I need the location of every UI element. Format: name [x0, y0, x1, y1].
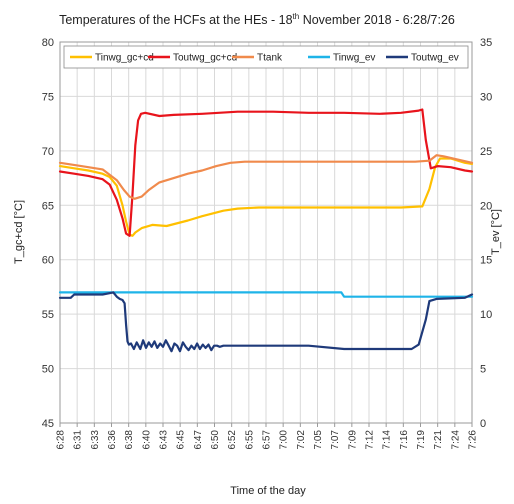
y-left-tick-label: 55: [42, 309, 54, 321]
x-tick-label: 7:00: [279, 430, 290, 450]
series-line-toutwg-ev: [58, 291, 474, 353]
chart-title-prefix: Temperatures of the HCFs at the HEs - 18: [59, 13, 292, 27]
y-axis-right-title: T_ev [°C]: [490, 209, 502, 255]
y-right-tick-label: 25: [480, 146, 492, 158]
x-tick-label: 7:12: [365, 430, 376, 450]
y-axis-right: 0 5 10 15 20 25 30 35: [480, 37, 492, 430]
y-right-tick-label: 35: [480, 37, 492, 49]
x-tick-label: 7:16: [399, 430, 410, 450]
series-line-tinwg-ev: [58, 291, 474, 298]
x-tick-label: 6:50: [210, 430, 221, 450]
x-tick-label: 6:43: [159, 430, 170, 450]
x-tick-label: 6:47: [193, 430, 204, 450]
y-axis-left: 45 50 55 60 65 70 75 80: [42, 37, 54, 430]
y-right-tick-label: 0: [480, 418, 486, 430]
y-right-tick-label: 5: [480, 364, 486, 376]
legend: Tinwg_gc+cd Toutwg_gc+cd Ttank Tinwg_ev Tout…: [63, 45, 469, 69]
series-line-ttank: [58, 154, 474, 200]
y-right-tick-label: 15: [480, 255, 492, 267]
x-tick-label: 7:14: [382, 430, 393, 450]
y-left-tick-label: 80: [42, 37, 54, 49]
legend-item-tinwg-ev: Tinwg_ev: [308, 53, 375, 64]
legend-box: [63, 45, 469, 69]
x-tick-label: 7:19: [416, 430, 427, 450]
x-tick-label: 7:24: [450, 430, 461, 450]
legend-label: Toutwg_ev: [411, 53, 459, 64]
x-axis-title: Time of the day: [230, 485, 306, 497]
y-left-tick-label: 70: [42, 146, 54, 158]
y-right-tick-label: 10: [480, 309, 492, 321]
y-axis-left-title: T_gc+cd [°C]: [13, 200, 25, 264]
chart-title-suffix: November 2018 - 6:28/7:26: [299, 13, 455, 27]
y-left-tick-label: 60: [42, 255, 54, 267]
x-tick-label: 7:05: [313, 430, 324, 450]
x-tick-label: 6:55: [244, 430, 255, 450]
x-axis: 6:28 6:31 6:33 6:36 6:38 6:40 6:43 6:45 6:47 6:50…: [56, 423, 479, 449]
x-tick-label: 7:21: [433, 430, 444, 450]
legend-label: Tinwg_gc+cd: [95, 53, 154, 64]
series-lines: [58, 108, 474, 353]
y-left-tick-label: 45: [42, 418, 54, 430]
chart-title-superscript: th: [293, 12, 300, 21]
x-tick-label: 7:26: [468, 430, 479, 450]
x-tick-label: 6:28: [56, 430, 67, 450]
y-left-tick-label: 75: [42, 91, 54, 103]
x-tick-label: 6:57: [262, 430, 273, 450]
y-left-tick-label: 65: [42, 200, 54, 212]
legend-label: Ttank: [257, 53, 283, 64]
x-tick-label: 6:45: [176, 430, 187, 450]
legend-item-toutwg-ev: Toutwg_ev: [386, 53, 459, 64]
legend-item-ttank: Ttank: [232, 53, 283, 64]
x-tick-label: 6:36: [107, 430, 118, 450]
y-right-tick-label: 20: [480, 200, 492, 212]
legend-item-tinwg-gc-cd: Tinwg_gc+cd: [70, 53, 154, 64]
chart-title: Temperatures of the HCFs at the HEs - 18…: [59, 12, 455, 27]
legend-label: Toutwg_gc+cd: [173, 53, 237, 64]
x-tick-label: 7:07: [330, 430, 341, 450]
y-right-tick-label: 30: [480, 91, 492, 103]
x-tick-label: 7:02: [296, 430, 307, 450]
legend-label: Tinwg_ev: [333, 53, 375, 64]
x-tick-label: 6:52: [227, 430, 238, 450]
series-line-toutwg-gc-cd: [58, 108, 474, 237]
x-tick-label: 7:09: [347, 430, 358, 450]
x-tick-label: 6:40: [141, 430, 152, 450]
x-tick-label: 6:33: [90, 430, 101, 450]
legend-item-toutwg-gc-cd: Toutwg_gc+cd: [148, 53, 237, 64]
y-left-tick-label: 50: [42, 364, 54, 376]
x-tick-label: 6:38: [124, 430, 135, 450]
x-tick-label: 6:31: [73, 430, 84, 450]
series-line-tinwg-gc-cd: [58, 157, 474, 237]
